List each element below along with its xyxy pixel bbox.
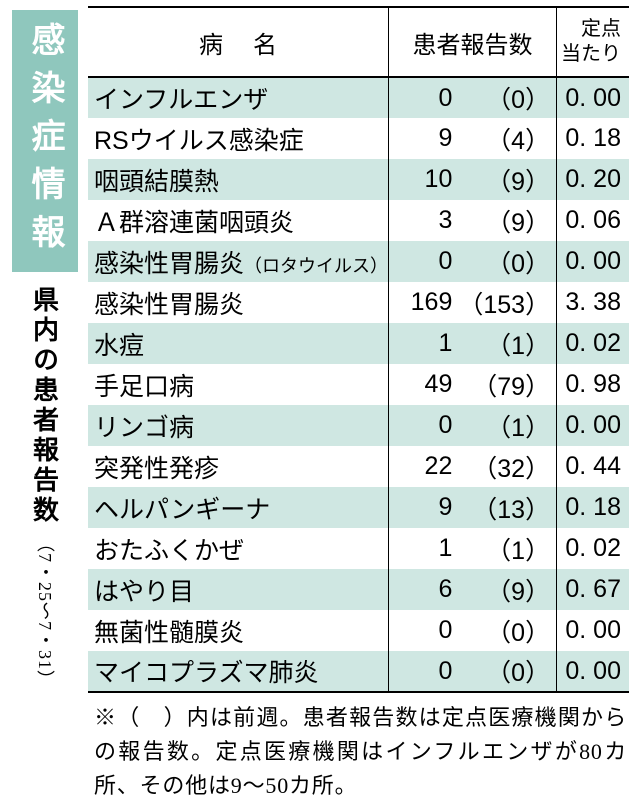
current-count: 9 <box>389 487 459 528</box>
per-site: 0. 18 <box>557 487 629 528</box>
per-site: 0. 02 <box>557 528 629 569</box>
table-row: はやり目6（9）0. 67 <box>88 569 629 610</box>
disease-report-table: 病名 患者報告数 定点 当たり インフルエンザ0（0）0. 00RSウイルス感染… <box>88 6 629 693</box>
table-wrapper: 病名 患者報告数 定点 当たり インフルエンザ0（0）0. 00RSウイルス感染… <box>86 6 629 693</box>
table-row: 感染性胃腸炎169（153）3. 38 <box>88 282 629 323</box>
current-count: 0 <box>389 405 459 446</box>
disease-name: 水痘 <box>88 323 389 364</box>
previous-count: （153） <box>458 282 556 323</box>
header-name: 病名 <box>88 7 389 77</box>
table-row: 無菌性髄膜炎0（0）0. 00 <box>88 610 629 651</box>
table-row: インフルエンザ0（0）0. 00 <box>88 77 629 118</box>
table-row: おたふくかぜ1（1）0. 02 <box>88 528 629 569</box>
per-site: 3. 38 <box>557 282 629 323</box>
subtitle: 県内の患者報告数 <box>27 286 64 526</box>
table-row: 手足口病49（79）0. 98 <box>88 364 629 405</box>
disease-name: Ａ群溶連菌咽頭炎 <box>88 200 389 241</box>
per-site: 0. 98 <box>557 364 629 405</box>
per-site: 0. 02 <box>557 323 629 364</box>
disease-name: 感染性胃腸炎（ロタウイルス） <box>88 241 389 282</box>
previous-count: （9） <box>458 569 556 610</box>
header-per: 定点 当たり <box>557 7 629 77</box>
per-site: 0. 00 <box>557 77 629 118</box>
title-badge: 感染症情報 <box>12 10 78 272</box>
current-count: 6 <box>389 569 459 610</box>
table-row: RSウイルス感染症9（4）0. 18 <box>88 118 629 159</box>
table-row: 水痘1（1）0. 02 <box>88 323 629 364</box>
previous-count: （1） <box>458 323 556 364</box>
previous-count: （1） <box>458 405 556 446</box>
disease-name: リンゴ病 <box>88 405 389 446</box>
disease-name: インフルエンザ <box>88 77 389 118</box>
disease-name: 手足口病 <box>88 364 389 405</box>
per-site: 0. 00 <box>557 610 629 651</box>
current-count: 49 <box>389 364 459 405</box>
current-count: 22 <box>389 446 459 487</box>
current-count: 0 <box>389 610 459 651</box>
previous-count: （9） <box>458 159 556 200</box>
disease-name: 突発性発疹 <box>88 446 389 487</box>
disease-name: RSウイルス感染症 <box>88 118 389 159</box>
disease-name: おたふくかぜ <box>88 528 389 569</box>
current-count: 0 <box>389 241 459 282</box>
table-row: 突発性発疹22（32）0. 44 <box>88 446 629 487</box>
table-row: Ａ群溶連菌咽頭炎3（9）0. 06 <box>88 200 629 241</box>
table-row: 咽頭結膜熱10（9）0. 20 <box>88 159 629 200</box>
current-count: 9 <box>389 118 459 159</box>
previous-count: （4） <box>458 118 556 159</box>
disease-name: 感染性胃腸炎 <box>88 282 389 323</box>
per-site: 0. 06 <box>557 200 629 241</box>
table-header-row: 病名 患者報告数 定点 当たり <box>88 7 629 77</box>
disease-name: 無菌性髄膜炎 <box>88 610 389 651</box>
disease-name: ヘルパンギーナ <box>88 487 389 528</box>
disease-name: マイコプラズマ肺炎 <box>88 651 389 692</box>
previous-count: （79） <box>458 364 556 405</box>
current-count: 0 <box>389 77 459 118</box>
left-column: 感染症情報 県内の患者報告数 （7・25〜7・31） <box>4 6 86 693</box>
previous-count: （1） <box>458 528 556 569</box>
table-row: マイコプラズマ肺炎0（0）0. 00 <box>88 651 629 692</box>
table-row: 感染性胃腸炎（ロタウイルス）0（0）0. 00 <box>88 241 629 282</box>
main-layout: 感染症情報 県内の患者報告数 （7・25〜7・31） 病名 患者報告数 定点 当… <box>0 0 633 693</box>
table-row: ヘルパンギーナ9（13）0. 18 <box>88 487 629 528</box>
per-site: 0. 44 <box>557 446 629 487</box>
per-site: 0. 18 <box>557 118 629 159</box>
previous-count: （0） <box>458 241 556 282</box>
per-site: 0. 00 <box>557 651 629 692</box>
disease-name: はやり目 <box>88 569 389 610</box>
previous-count: （0） <box>458 651 556 692</box>
current-count: 1 <box>389 323 459 364</box>
period: （7・25〜7・31） <box>32 534 58 689</box>
previous-count: （9） <box>458 200 556 241</box>
header-count: 患者報告数 <box>389 7 557 77</box>
previous-count: （13） <box>458 487 556 528</box>
previous-count: （0） <box>458 77 556 118</box>
per-site: 0. 00 <box>557 241 629 282</box>
current-count: 3 <box>389 200 459 241</box>
footnote: ※（ ）内は前週。患者報告数は定点医療機関からの報告数。定点医療機関はインフルエ… <box>0 693 633 803</box>
current-count: 1 <box>389 528 459 569</box>
per-site: 0. 20 <box>557 159 629 200</box>
table-row: リンゴ病0（1）0. 00 <box>88 405 629 446</box>
current-count: 169 <box>389 282 459 323</box>
per-site: 0. 00 <box>557 405 629 446</box>
disease-name: 咽頭結膜熱 <box>88 159 389 200</box>
previous-count: （0） <box>458 610 556 651</box>
per-site: 0. 67 <box>557 569 629 610</box>
current-count: 0 <box>389 651 459 692</box>
previous-count: （32） <box>458 446 556 487</box>
current-count: 10 <box>389 159 459 200</box>
